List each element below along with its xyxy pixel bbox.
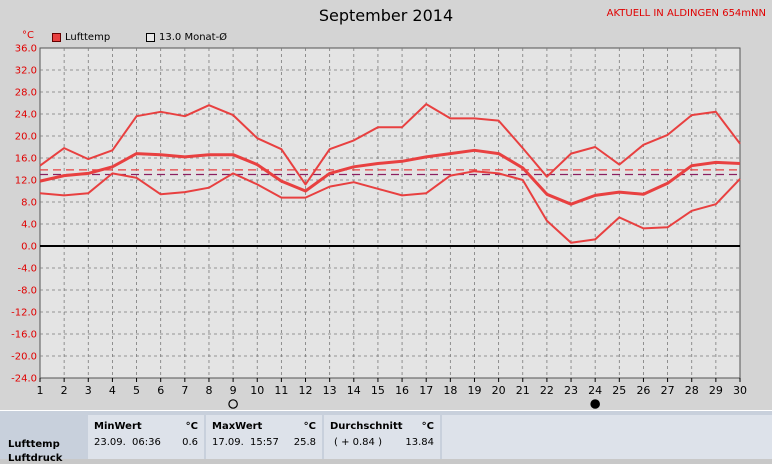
footer-row-label-2: Luftdruck [8, 453, 63, 464]
y-tick-label: -16.0 [11, 330, 37, 341]
x-tick-label: 3 [85, 384, 92, 397]
chart-title: September 2014 [318, 6, 454, 25]
y-tick-label: -20.0 [11, 352, 37, 363]
legend-label-lufttemp: Lufttemp [65, 32, 111, 43]
min-time: 06:36 [132, 437, 161, 448]
min-header: MinWert [94, 421, 142, 432]
y-tick-label: -24.0 [11, 374, 37, 385]
avg-stat-cell: Durchschnitt °C ( + 0.84 ) 13.84 [324, 415, 440, 459]
x-tick-label: 5 [133, 384, 140, 397]
max-value: 25.8 [293, 437, 316, 448]
y-tick-label: 32.0 [15, 66, 37, 77]
max-date: 17.09. [212, 437, 244, 448]
x-tick-label: 20 [492, 384, 506, 397]
legend-swatch-lufttemp [52, 33, 61, 42]
min-date: 23.09. [94, 437, 126, 448]
x-tick-label: 24 [588, 384, 602, 397]
max-stat-cell: MaxWert °C 17.09. 15:57 25.8 [206, 415, 322, 459]
x-tick-label: 30 [733, 384, 747, 397]
x-tick-label: 7 [181, 384, 188, 397]
y-tick-label: 28.0 [15, 88, 37, 99]
series-line-mittel [39, 148, 741, 206]
x-tick-label: 10 [250, 384, 264, 397]
x-tick-label: 17 [419, 384, 433, 397]
legend-item-monat-avg: 13.0 Monat-Ø [146, 32, 227, 43]
x-tick-label: 15 [371, 384, 385, 397]
x-tick-label: 12 [299, 384, 313, 397]
y-tick-label: -12.0 [11, 308, 37, 319]
new-moon-icon [590, 399, 600, 409]
y-tick-label: 0.0 [21, 242, 37, 253]
x-tick-label: 13 [323, 384, 337, 397]
min-value: 0.6 [182, 437, 198, 448]
x-tick-label: 18 [443, 384, 457, 397]
footer-row-label: Lufttemp [8, 439, 60, 450]
x-tick-label: 14 [347, 384, 361, 397]
x-tick-label: 26 [636, 384, 650, 397]
series-line-min [39, 170, 741, 244]
statistics-footer: Lufttemp Luftdruck MinWert °C 23.09. 06:… [0, 410, 772, 464]
footer-label-cell: Lufttemp Luftdruck [0, 415, 86, 464]
legend-label-monat-avg: 13.0 Monat-Ø [159, 32, 228, 43]
footer-empty-cell [442, 415, 772, 459]
x-tick-label: 9 [230, 384, 237, 397]
y-tick-label: 12.0 [15, 176, 37, 187]
x-tick-label: 16 [395, 384, 409, 397]
x-tick-label: 2 [61, 384, 68, 397]
y-tick-label: -4.0 [17, 264, 37, 275]
x-tick-label: 21 [516, 384, 530, 397]
temperature-chart: °C 36.0 32.0 28.0 24.0 20.0 16.0 12.0 8.0 4.0 0.0 -… [11, 30, 747, 409]
avg-value: 13.84 [405, 437, 434, 448]
max-time: 15:57 [250, 437, 279, 448]
plot-area [39, 47, 741, 379]
avg-header: Durchschnitt [330, 421, 403, 432]
x-tick-label: 28 [685, 384, 699, 397]
avg-unit: °C [421, 421, 434, 432]
legend-item-lufttemp: Lufttemp [52, 32, 110, 43]
chart-panel: September 2014 AKTUELL IN ALDINGEN 654mN… [0, 0, 772, 410]
x-tick-label: 22 [540, 384, 554, 397]
y-tick-label: -8.0 [17, 286, 37, 297]
y-tick-label: 4.0 [21, 220, 37, 231]
min-stat-cell: MinWert °C 23.09. 06:36 0.6 [88, 415, 204, 459]
y-axis-unit: °C [22, 30, 34, 41]
full-moon-icon [228, 399, 238, 409]
x-tick-label: 29 [709, 384, 723, 397]
x-tick-label: 4 [109, 384, 116, 397]
x-tick-label: 6 [157, 384, 164, 397]
y-tick-label: 8.0 [21, 198, 37, 209]
series-line-max [39, 103, 741, 186]
y-tick-label: 24.0 [15, 110, 37, 121]
min-unit: °C [185, 421, 198, 432]
y-tick-label: 16.0 [15, 154, 37, 165]
legend-swatch-monat-avg [146, 33, 155, 42]
avg-delta: ( + 0.84 ) [334, 437, 382, 448]
x-tick-label: 27 [661, 384, 675, 397]
y-tick-label: 20.0 [15, 132, 37, 143]
x-tick-label: 25 [612, 384, 626, 397]
x-tick-label: 23 [564, 384, 578, 397]
max-unit: °C [303, 421, 316, 432]
x-tick-label: 1 [37, 384, 44, 397]
x-tick-label: 19 [467, 384, 481, 397]
x-tick-label: 8 [205, 384, 212, 397]
max-header: MaxWert [212, 421, 263, 432]
x-tick-label: 11 [274, 384, 288, 397]
y-tick-label: 36.0 [15, 44, 37, 55]
location-label: AKTUELL IN ALDINGEN 654mNN [606, 8, 766, 19]
